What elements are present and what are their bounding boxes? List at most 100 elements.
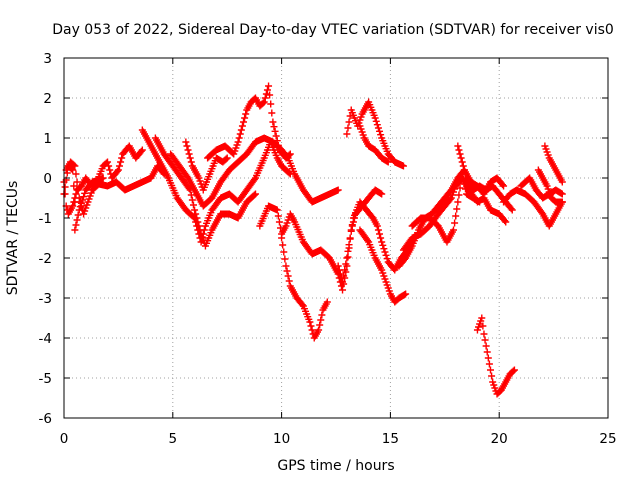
data-point <box>118 154 126 162</box>
series-arc-d <box>138 126 294 246</box>
data-point <box>250 191 258 199</box>
data-point <box>238 122 246 130</box>
data-point <box>69 166 77 174</box>
data-point <box>307 322 315 330</box>
data-point <box>251 190 259 198</box>
data-point <box>452 212 460 220</box>
series-arc-k <box>334 198 418 286</box>
data-point <box>99 174 107 182</box>
data-point <box>74 211 82 219</box>
plot-frame <box>63 57 609 419</box>
data-point <box>267 100 275 108</box>
data-point <box>282 262 290 270</box>
data-point <box>488 372 496 380</box>
data-point <box>71 162 79 170</box>
data-point <box>283 267 291 275</box>
data-point <box>339 278 347 286</box>
data-point <box>74 186 82 194</box>
data-point <box>339 286 347 294</box>
data-point <box>308 326 316 334</box>
y-tick-label: 3 <box>43 51 52 67</box>
data-point <box>460 166 468 174</box>
data-point <box>479 322 487 330</box>
data-point <box>481 336 489 344</box>
data-point <box>184 146 192 154</box>
gridlines <box>64 58 608 418</box>
data-point <box>383 255 391 263</box>
data-point <box>76 198 84 206</box>
series-arc-r <box>454 142 516 214</box>
data-point <box>75 194 83 202</box>
data-point <box>113 167 121 175</box>
data-point <box>346 234 354 242</box>
y-tick-label: 0 <box>43 171 52 187</box>
data-point <box>461 185 469 193</box>
series-arc-g <box>204 82 294 162</box>
data-point <box>343 130 351 138</box>
data-point <box>334 186 342 194</box>
data-point <box>476 198 484 206</box>
series-arc-w <box>541 142 566 186</box>
data-point <box>381 248 389 256</box>
series-arc-e <box>151 134 259 250</box>
data-point <box>182 138 190 146</box>
data-point <box>378 190 386 198</box>
data-point <box>306 318 314 326</box>
series-arc-c <box>62 158 168 218</box>
x-tick-label: 10 <box>273 431 290 447</box>
data-point <box>279 241 287 249</box>
data-point <box>262 90 270 98</box>
data-point <box>69 202 77 210</box>
data-point <box>456 184 464 192</box>
data-point <box>284 272 292 280</box>
data-point <box>71 226 79 234</box>
data-point <box>374 124 382 132</box>
data-point <box>105 162 113 170</box>
data-point <box>236 130 244 138</box>
data-point <box>73 216 81 224</box>
data-points <box>60 82 566 398</box>
data-point <box>377 131 385 139</box>
series-arc-q <box>408 170 484 246</box>
data-point <box>450 226 458 234</box>
data-point <box>345 241 353 249</box>
data-point <box>348 221 356 229</box>
data-point <box>508 206 516 214</box>
data-point <box>399 162 407 170</box>
data-point <box>271 127 279 135</box>
data-point <box>272 132 280 140</box>
data-point <box>323 298 331 306</box>
y-tick-label: -1 <box>39 211 52 227</box>
data-point <box>379 241 387 249</box>
data-point <box>454 142 462 150</box>
data-point <box>486 366 494 374</box>
data-point <box>261 94 269 102</box>
data-point <box>343 254 351 262</box>
data-point <box>298 301 306 309</box>
data-point <box>376 127 384 135</box>
x-tick-label: 25 <box>599 431 616 447</box>
data-point <box>138 146 146 154</box>
data-point <box>453 205 461 213</box>
data-point <box>194 218 202 226</box>
data-point <box>191 206 199 214</box>
data-point <box>374 226 382 234</box>
data-point <box>114 166 122 174</box>
data-point <box>137 147 145 155</box>
data-point <box>509 367 517 375</box>
data-point <box>237 126 245 134</box>
data-point <box>455 146 463 154</box>
y-tick-label: 2 <box>43 91 52 107</box>
y-tick-label: -5 <box>39 371 52 387</box>
data-point <box>315 326 323 334</box>
y-tick-label: 1 <box>43 131 52 147</box>
x-tick-label: 20 <box>491 431 508 447</box>
data-point <box>77 202 85 210</box>
data-point <box>371 114 379 122</box>
data-point <box>285 277 293 285</box>
data-point <box>285 151 293 159</box>
data-point <box>446 195 454 203</box>
data-point <box>382 251 390 259</box>
data-point <box>459 175 467 183</box>
data-point <box>378 238 386 246</box>
